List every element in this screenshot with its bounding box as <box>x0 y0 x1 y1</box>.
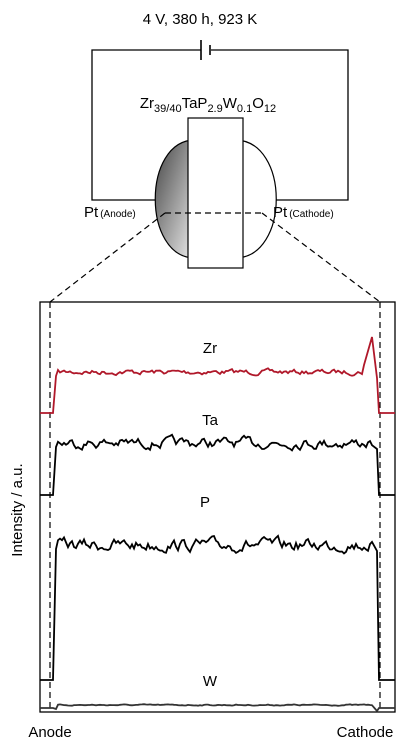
trace-label: Ta <box>202 412 219 429</box>
plot-frame <box>39 301 396 713</box>
anode-label: Pt <box>84 204 99 221</box>
cathode-sub: (Cathode) <box>289 209 333 220</box>
formula: Zr39/40TaP2.9W0.1O12 <box>140 95 276 115</box>
trace-label: P <box>200 494 210 511</box>
formula-element: TaP <box>182 95 208 112</box>
cathode-electrode: Pt (Cathode) <box>273 204 334 221</box>
anode-electrode: Pt (Anode) <box>84 204 136 221</box>
trace <box>40 534 395 681</box>
trace <box>40 703 395 713</box>
formula-subscript: 0.1 <box>237 103 252 115</box>
formula-subscript: 2.9 <box>207 103 222 115</box>
trace-label: Zr <box>203 340 217 357</box>
title: 4 V, 380 h, 923 K <box>143 11 258 28</box>
y-label: Intensity / a.u. <box>9 463 26 556</box>
trace-label: W <box>203 673 218 690</box>
formula-subscript: 12 <box>264 103 276 115</box>
trace <box>40 336 395 414</box>
trace <box>40 433 395 496</box>
zoom-lines <box>49 212 381 712</box>
formula-subscript: 39/40 <box>154 103 182 115</box>
formula-element: O <box>252 95 264 112</box>
pellet <box>154 117 277 269</box>
x-label: Anode <box>28 724 71 741</box>
anode-sub: (Anode) <box>100 209 136 220</box>
formula-element: Zr <box>140 95 154 112</box>
circuit <box>91 40 349 201</box>
formula-element: W <box>223 95 238 112</box>
cathode-label: Pt <box>273 204 288 221</box>
x-label: Cathode <box>337 724 394 741</box>
